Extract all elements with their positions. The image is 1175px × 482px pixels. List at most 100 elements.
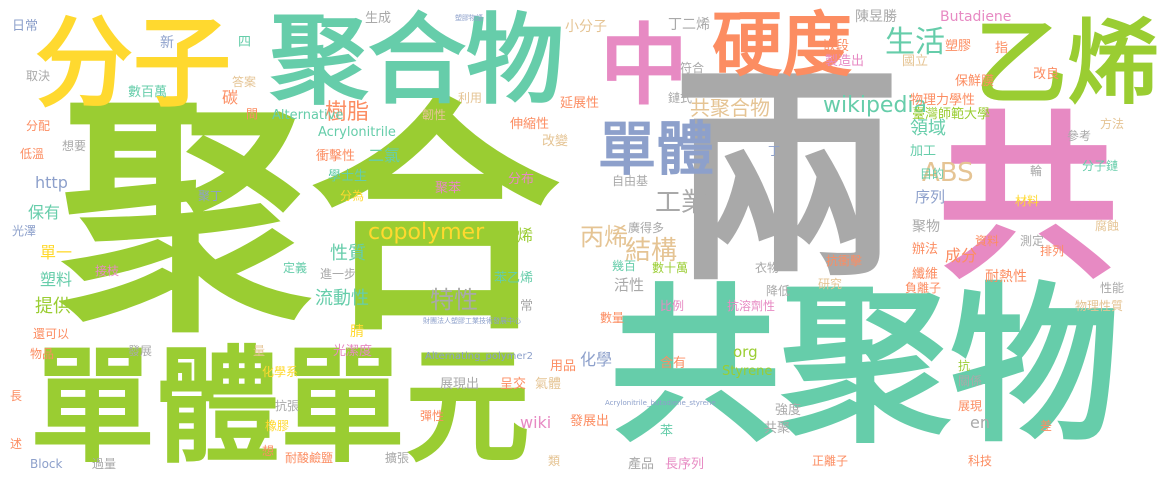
word-structure: 結構 xyxy=(625,236,678,266)
word-ntnu: 臺灣師範大學 xyxy=(912,107,991,122)
word-life: 生活 xyxy=(885,25,945,60)
word-generate: 生成 xyxy=(365,11,392,26)
word-toughness: 韌性 xyxy=(422,108,447,122)
word-benzene: 苯 xyxy=(660,424,674,439)
word-clothing: 衣物 xyxy=(755,261,780,275)
word-ductility: 延展性 xyxy=(560,96,600,111)
word-new: 新 xyxy=(160,35,174,51)
word-provide: 提供 xyxy=(35,296,71,317)
word-propylene: 丙烯 xyxy=(580,223,628,251)
word-much-wider: 廣得多 xyxy=(628,221,665,235)
word-arrangement: 排列 xyxy=(1040,244,1065,258)
word-copoly: 共聚 xyxy=(764,421,791,436)
word-solvent-resist: 抗溶劑性 xyxy=(727,299,776,313)
word-acrylonitrile: Acrylonitrile xyxy=(318,125,396,140)
word-polystyrene: 聚苯 xyxy=(435,181,462,196)
word-activity: 活性 xyxy=(614,276,645,294)
word-nature: 性質 xyxy=(330,243,366,264)
word-elasticity: 伸縮性 xyxy=(510,117,550,132)
word-corrosion: 腐蝕 xyxy=(1095,219,1120,233)
word-cling-film: 保鮮膜 xyxy=(955,74,995,89)
word-abs-full: Acrylonitrile_butadiene_styrene xyxy=(605,399,716,407)
word-processing: 加工 xyxy=(910,144,937,159)
word-polybutyl: 聚丁 xyxy=(198,189,223,203)
word-performance: 性能 xyxy=(1100,281,1125,295)
word-acid-resist: 耐酸鹼鹽 xyxy=(285,451,334,465)
word-polymer: 聚合物 xyxy=(270,4,565,118)
word-polymerize: 聚合 xyxy=(60,74,560,365)
word-answer: 答案 xyxy=(232,75,257,89)
word-chem-dept: 化學系 xyxy=(262,365,299,379)
word-ratio: 比例 xyxy=(660,299,685,313)
word-product: 產品 xyxy=(628,457,655,472)
word-bachelor: 學士生 xyxy=(328,169,368,184)
word-purpose: 目的 xyxy=(920,167,945,181)
word-research: 研究 xyxy=(818,277,843,291)
word-manufacture: 製造出 xyxy=(825,54,865,69)
word-fiber: 纖維 xyxy=(912,267,939,282)
word-styrene-zh: 苯乙烯 xyxy=(494,271,534,286)
word-gloss: 光澤 xyxy=(12,224,37,238)
word-develop-out: 發展出 xyxy=(570,414,610,429)
word-chen: 陳昱勝 xyxy=(855,9,897,25)
word-co: 共 xyxy=(938,95,1119,304)
word-plastic: 塑料 xyxy=(40,270,73,289)
word-depend: 取決 xyxy=(26,69,51,83)
word-describe: 述 xyxy=(10,437,23,451)
word-anti: 抗 xyxy=(958,359,971,373)
word-relation: 關係 xyxy=(958,374,983,388)
word-refer: 指 xyxy=(995,41,1009,56)
word-low-temp: 低溫 xyxy=(20,147,45,161)
word-between: 間 xyxy=(246,107,259,121)
word-alternating-polymer: Alternating_polymer2 xyxy=(425,351,534,362)
word-items: 物品 xyxy=(30,347,55,361)
word-poly: 聚物 xyxy=(912,219,940,235)
word-plastic-story: 塑膠物語 xyxy=(455,14,483,22)
word-physical-prop: 物理性質 xyxy=(1075,299,1124,313)
word-physics-mechanics: 物理力學性 xyxy=(910,93,976,108)
word-polymerize-into: 聚合成 xyxy=(1075,203,1112,217)
word-submit: 呈交 xyxy=(500,377,527,392)
word-small-molecule: 小分子 xyxy=(565,19,607,35)
word-org: org xyxy=(733,343,758,361)
word-long-sequence: 長序列 xyxy=(665,457,705,472)
word-measure: 測定 xyxy=(1020,234,1045,248)
word-daily: 日常 xyxy=(12,19,39,34)
word-ene: 烯 xyxy=(517,226,534,245)
word-contain: 含有 xyxy=(660,356,687,371)
word-property: 特性 xyxy=(430,286,478,314)
word-block: Block xyxy=(30,457,63,471)
word-molecular-chain: 分子鏈 xyxy=(1082,159,1119,173)
word-wikipedia: wikipedia xyxy=(823,93,928,118)
word-elastic: 彈性 xyxy=(420,409,445,423)
word-monomer: 單體 xyxy=(598,115,715,183)
word-cation: 正離子 xyxy=(812,454,849,468)
word-field: 領域 xyxy=(910,118,946,139)
word-expand: 擴張 xyxy=(385,451,410,465)
word-gas: 氣體 xyxy=(535,377,562,392)
word-often: 常 xyxy=(520,299,534,314)
word-think: 想 xyxy=(262,444,275,458)
word-molecule: 分子 xyxy=(35,7,232,121)
word-monomer-unit: 單體單元 xyxy=(30,335,530,480)
word-plastic-glue: 塑膠 xyxy=(945,39,972,54)
word-nitrile: 腈 xyxy=(350,324,364,340)
word-chain: 鏈式 xyxy=(668,91,693,105)
word-data: 資料 xyxy=(975,234,1000,248)
word-retain: 保有 xyxy=(28,203,61,222)
word-rubber: 橡膠 xyxy=(265,419,290,433)
word-flowability: 流動性 xyxy=(315,288,369,309)
word-single: 單一 xyxy=(40,243,73,262)
word-hardness: 硬度 xyxy=(712,4,852,86)
word-anion: 負離子 xyxy=(905,281,942,295)
word-hundred-thousand: 數十萬 xyxy=(652,261,689,275)
word-difference: 差 xyxy=(1040,419,1053,433)
word-develop: 發展 xyxy=(128,344,153,358)
word-meet: 符合 xyxy=(680,61,705,75)
word-free-radical: 自由基 xyxy=(612,174,649,188)
word-graft: 接枝 xyxy=(95,264,120,278)
word-copolymer-zh: 共聚物 xyxy=(610,268,1121,466)
word-impact: 衝擊性 xyxy=(316,149,356,164)
word-distribution: 分布 xyxy=(508,172,535,187)
word-styrene: Styrene xyxy=(722,364,773,379)
